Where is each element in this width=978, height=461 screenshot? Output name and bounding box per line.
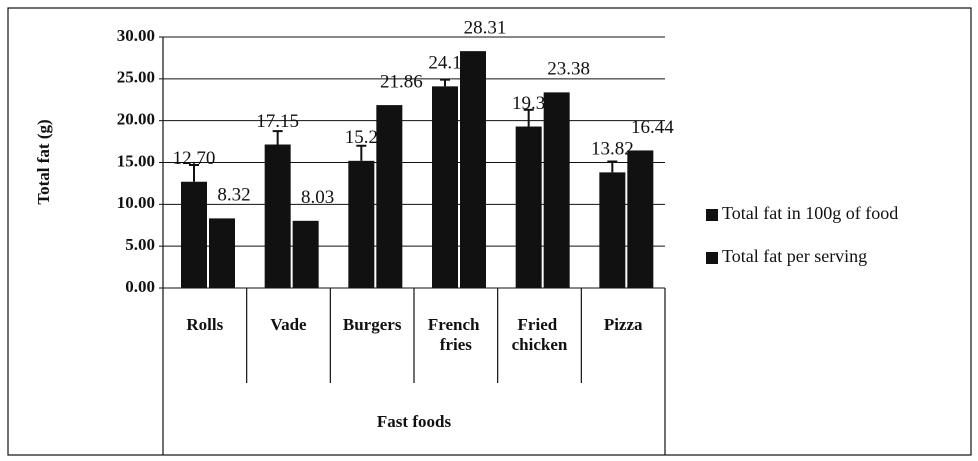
data-label: 15.2 [345,127,378,148]
bar [181,181,207,288]
y-tick-label: 30.00 [117,26,155,45]
y-tick-label: 15.00 [117,151,155,170]
y-tick-label: 25.00 [117,68,155,87]
x-tick-label-line: Fried [518,315,562,334]
y-tick-label: 0.00 [125,277,155,296]
bar [627,150,654,288]
data-label: 16.44 [631,117,674,138]
data-label: 13.82 [591,139,634,160]
frame [7,7,972,456]
data-label: 28.31 [464,17,507,38]
x-tick-label: Fried chicken [512,315,568,354]
x-tick-label: Pizza [604,315,643,334]
x-tick-label: French fries [428,315,484,354]
legend-swatch [706,209,718,221]
bar [460,51,486,289]
bar [264,144,291,288]
y-tick-label: 20.00 [117,110,155,129]
bar [599,172,626,288]
data-label: 17.15 [256,111,299,132]
data-label: 19.3 [512,93,545,114]
bar [348,160,375,288]
bar [209,218,235,288]
bar [292,220,319,288]
x-axis-label: Fast foods [377,412,452,431]
bar [376,105,403,288]
data-label: 21.86 [380,71,423,92]
data-label: 23.38 [547,59,590,80]
x-tick-label: Rolls [186,315,223,334]
y-tick-label: 10.00 [117,193,155,212]
data-label: 12.70 [173,148,216,169]
y-axis-label: Total fat (g) [34,119,53,204]
x-tick-label: Vade [270,315,307,334]
legend-label: Total fat in 100g of food [722,203,898,223]
legend-label: Total fat per serving [722,246,867,266]
data-label: 8.32 [217,185,250,206]
bar [543,92,570,289]
legend-swatch [706,252,718,264]
data-label: 24.1 [428,53,461,74]
x-tick-label-line: fries [440,335,472,354]
x-tick-label-line: chicken [512,335,568,354]
bar [515,126,542,288]
x-tick-label-line: French [428,315,484,334]
data-label: 8.03 [301,187,334,208]
bar [432,86,458,288]
x-tick-label: Burgers [343,315,402,334]
y-tick-label: 5.00 [125,235,155,254]
